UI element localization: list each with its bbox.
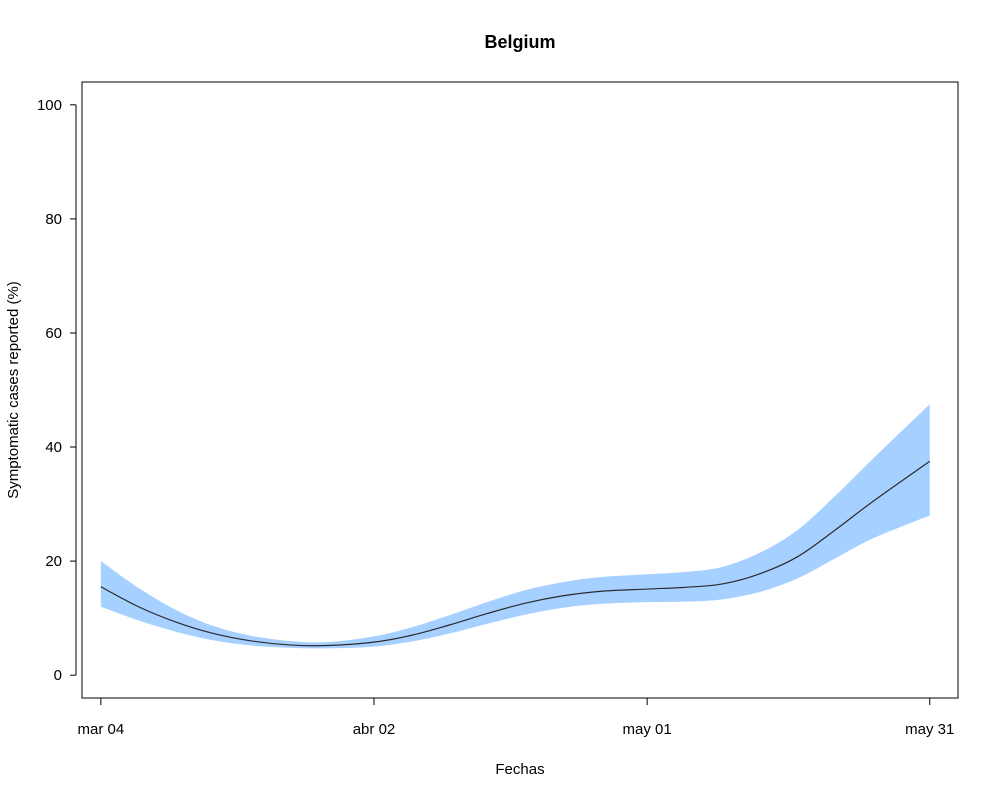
y-tick-label: 100 bbox=[37, 97, 62, 114]
y-tick-label: 80 bbox=[45, 211, 62, 228]
x-tick-label: mar 04 bbox=[77, 721, 124, 738]
y-tick-label: 20 bbox=[45, 553, 62, 570]
chart-title: Belgium bbox=[484, 32, 555, 52]
x-tick-label: may 01 bbox=[623, 721, 672, 738]
y-tick-label: 40 bbox=[45, 439, 62, 456]
y-axis-label: Symptomatic cases reported (%) bbox=[5, 281, 22, 499]
plot-area bbox=[100, 404, 931, 649]
x-tick-label: may 31 bbox=[905, 721, 954, 738]
confidence-band bbox=[100, 404, 930, 649]
estimate-line bbox=[100, 460, 931, 647]
y-axis: 0 20 40 60 80 100 bbox=[37, 97, 77, 684]
x-tick-label: abr 02 bbox=[353, 721, 396, 738]
x-axis-label: Fechas bbox=[495, 761, 544, 778]
y-tick-label: 60 bbox=[45, 325, 62, 342]
y-tick-label: 0 bbox=[54, 667, 62, 684]
x-axis: mar 04 abr 02 may 01 may 31 bbox=[77, 697, 954, 738]
